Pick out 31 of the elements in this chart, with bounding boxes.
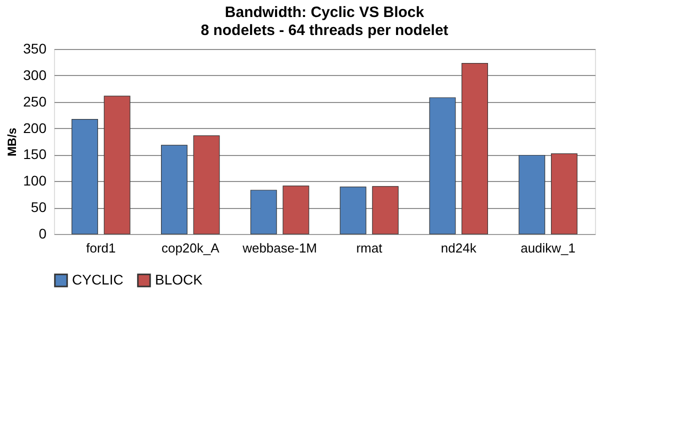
bar [550, 153, 578, 234]
y-tick-label: 300 [23, 66, 47, 83]
bar [161, 144, 188, 234]
y-tick-label: 100 [23, 172, 47, 189]
bar [250, 190, 277, 234]
x-tick-label: rmat [356, 240, 383, 256]
bar [372, 186, 399, 234]
chart-subtitle: 8 nodelets - 64 threads per nodelet [200, 22, 448, 39]
y-tick-label: 250 [23, 93, 47, 110]
x-tick-label: webbase-1M [242, 240, 318, 256]
y-tick-label: 0 [38, 226, 47, 242]
bar [193, 135, 220, 234]
y-tick-label: 200 [23, 120, 47, 136]
y-axis-title: MB/s [5, 127, 20, 156]
legend-label: CYCLIC [72, 271, 124, 288]
x-tick-label: ford1 [86, 240, 116, 256]
chart-title: Bandwidth: Cyclic VS Block [224, 4, 425, 21]
x-tick-label: nd24k [440, 240, 477, 256]
bar [462, 62, 488, 234]
bar [518, 154, 546, 234]
bar [340, 186, 366, 234]
bar [104, 96, 130, 234]
x-tick-label: audikw_1 [520, 240, 576, 256]
bar [429, 97, 456, 234]
y-tick-label: 350 [23, 40, 47, 56]
y-tick-label: 150 [23, 146, 47, 162]
bar [72, 119, 98, 234]
y-tick-label: 50 [30, 199, 47, 216]
bar [282, 186, 310, 234]
legend-label: BLOCK [155, 271, 204, 288]
x-tick-label: cop20k_A [161, 240, 220, 256]
